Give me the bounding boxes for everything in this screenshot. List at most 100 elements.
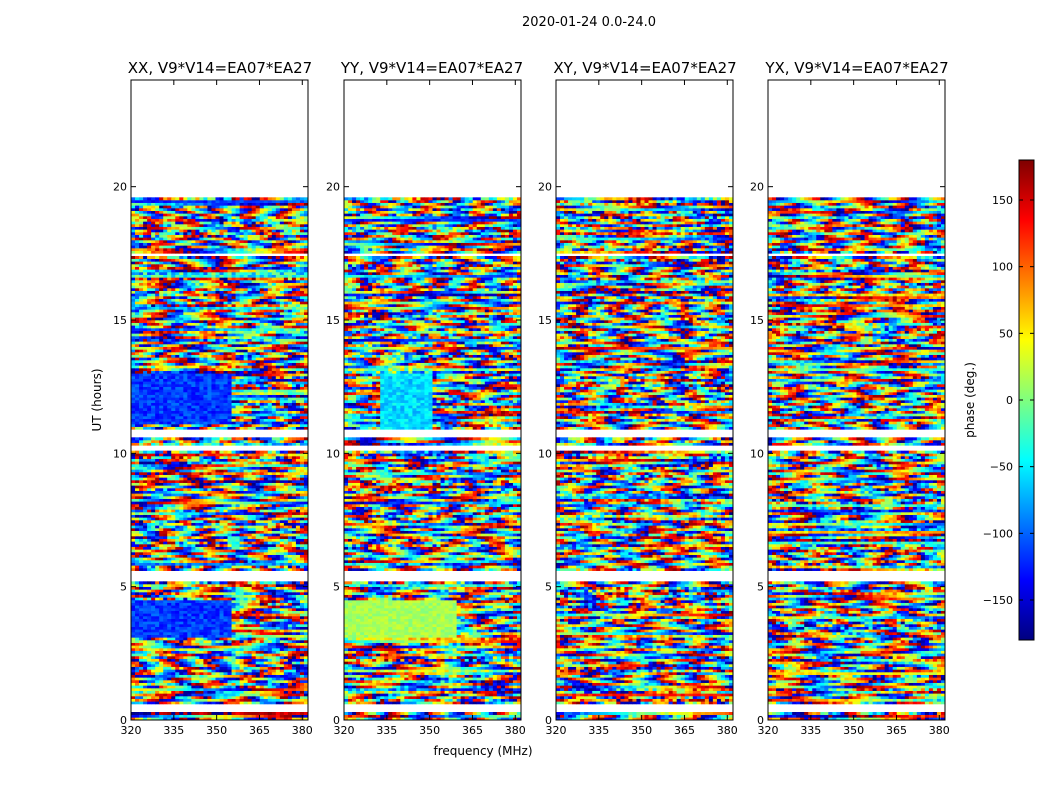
phase-cell — [171, 397, 176, 401]
phase-cell — [155, 397, 160, 401]
phase-cell — [167, 682, 172, 686]
phase-cell — [199, 522, 204, 526]
phase-cell — [207, 666, 212, 670]
phase-cell — [147, 386, 152, 390]
phase-cell — [267, 642, 273, 646]
phase-cell — [171, 552, 176, 555]
phase-cell — [131, 426, 136, 430]
phase-cell — [159, 669, 164, 673]
phase-cell — [243, 504, 249, 507]
phase-cell — [287, 413, 293, 417]
phase-cell — [171, 672, 176, 675]
phase-cell — [295, 698, 301, 702]
phase-cell — [251, 637, 257, 641]
phase-cell — [191, 522, 196, 526]
phase-cell — [223, 701, 228, 705]
phase-cell — [279, 418, 285, 422]
phase-cell — [223, 440, 228, 443]
phase-cell — [199, 474, 204, 478]
phase-cell — [223, 613, 228, 617]
phase-cell — [147, 693, 152, 697]
phase-cell — [187, 469, 192, 473]
phase-cell — [211, 664, 216, 667]
phase-cell — [291, 669, 297, 673]
phase-cell — [135, 565, 140, 569]
phase-cell — [303, 394, 309, 398]
phase-cell — [187, 656, 192, 659]
phase-cell — [163, 424, 168, 427]
phase-cell — [195, 616, 200, 619]
phase-cell — [251, 400, 257, 403]
phase-cell — [139, 525, 144, 529]
phase-cell — [155, 690, 160, 694]
phase-cell — [179, 640, 184, 643]
phase-cell — [219, 602, 224, 606]
phase-cell — [135, 418, 140, 422]
phase-cell — [131, 581, 136, 585]
phase-cell — [223, 410, 228, 414]
phase-cell — [163, 394, 168, 398]
phase-cell — [275, 512, 281, 515]
phase-cell — [279, 680, 285, 683]
phase-cell — [215, 552, 220, 555]
phase-cell — [303, 653, 309, 657]
phase-cell — [291, 629, 297, 633]
phase-cell — [279, 528, 285, 531]
phase-cell — [135, 698, 140, 702]
phase-cell — [271, 402, 277, 406]
phase-cell — [155, 602, 160, 606]
phase-cell — [155, 650, 160, 654]
phase-cell — [143, 666, 148, 670]
phase-cell — [231, 685, 236, 689]
phase-cell — [207, 426, 212, 430]
phase-cell — [291, 717, 297, 721]
phase-cell — [167, 645, 172, 649]
phase-cell — [183, 528, 188, 531]
phase-cell — [131, 504, 136, 507]
phase-cell — [131, 464, 136, 467]
phase-cell — [175, 493, 180, 497]
phase-cell — [223, 674, 228, 678]
phase-cell — [179, 498, 184, 502]
phase-cell — [271, 528, 277, 531]
phase-cell — [155, 549, 160, 553]
phase-cell — [303, 584, 309, 587]
phase-cell — [295, 562, 301, 566]
phase-cell — [235, 392, 240, 395]
phase-cell — [295, 416, 301, 419]
phase-cell — [279, 554, 285, 558]
phase-cell — [135, 440, 140, 443]
phase-cell — [283, 530, 289, 534]
phase-cell — [251, 405, 257, 409]
phase-cell — [259, 650, 265, 654]
phase-cell — [183, 672, 188, 675]
phase-cell — [211, 717, 216, 721]
phase-cell — [167, 589, 172, 593]
phase-cell — [287, 493, 293, 497]
phase-cell — [131, 490, 136, 494]
phase-cell — [187, 648, 192, 651]
phase-cell — [151, 648, 156, 651]
phase-cell — [219, 517, 224, 521]
phase-cell — [215, 645, 220, 649]
phase-cell — [159, 536, 164, 539]
phase-cell — [291, 461, 297, 465]
phase-cell — [279, 669, 285, 673]
phase-cell — [199, 658, 204, 662]
phase-cell — [203, 421, 208, 425]
phase-cell — [295, 658, 301, 662]
phase-cell — [187, 661, 192, 665]
phase-cell — [207, 680, 212, 683]
phase-cell — [271, 549, 277, 553]
phase-cell — [275, 410, 281, 414]
phase-cell — [159, 600, 164, 603]
phase-cell — [303, 525, 309, 529]
phase-cell — [223, 544, 228, 547]
phase-cell — [199, 408, 204, 411]
phase-cell — [287, 482, 293, 486]
phase-cell — [199, 688, 204, 691]
phase-cell — [223, 712, 228, 715]
phase-cell — [243, 624, 249, 627]
phase-cell — [251, 677, 257, 681]
phase-cell — [231, 565, 236, 569]
